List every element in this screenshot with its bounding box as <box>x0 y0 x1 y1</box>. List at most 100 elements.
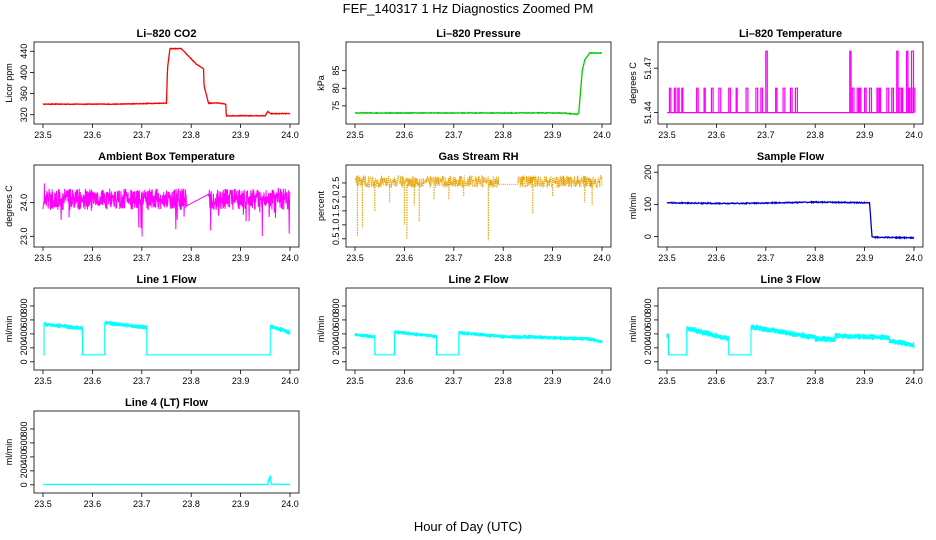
data-layer <box>42 474 291 486</box>
x-tick-label: 23.7 <box>133 130 151 140</box>
y-tick-label: 400 <box>19 449 29 464</box>
x-tick-label: 23.6 <box>84 253 102 263</box>
plot-frame <box>345 41 612 125</box>
x-tick-label: 23.7 <box>445 130 463 140</box>
x-tick-label: 23.5 <box>34 253 52 263</box>
series-line <box>666 324 915 356</box>
panel-rh: Gas Stream RH 23.5 23.6 23.7 23.8 23.9 24.0 0.5… <box>316 151 612 263</box>
plot-frame <box>657 164 924 248</box>
x-tick-label: 23.9 <box>232 130 250 140</box>
panel-title: Line 4 (LT) Flow <box>125 397 208 409</box>
data-layer <box>42 47 291 117</box>
series-line <box>354 174 603 189</box>
spike-mark <box>910 50 915 113</box>
x-tick-label: 23.8 <box>494 253 512 263</box>
y-tick-label: 600 <box>643 312 653 327</box>
x-tick-label: 23.8 <box>182 376 200 386</box>
spike-mark <box>878 87 882 113</box>
x-tick-label: 23.5 <box>658 376 676 386</box>
panel-title: Line 1 Flow <box>137 274 197 286</box>
plot-frame <box>345 287 612 371</box>
series-line <box>42 47 291 117</box>
spike-mark <box>891 87 895 113</box>
plot-frame <box>33 410 300 494</box>
panel-line4: Line 4 (LT) Flow 23.5 23.6 23.7 23.8 23.9 24.0… <box>4 397 300 509</box>
y-axis-label: degrees C <box>4 185 14 227</box>
x-tick-label: 24.0 <box>593 253 611 263</box>
y-tick-label: 51.47 <box>643 57 653 80</box>
x-tick-label: 23.9 <box>232 376 250 386</box>
y-axis-label: ml/min <box>628 316 638 343</box>
y-axis-label: degrees C <box>628 62 638 104</box>
spike-mark <box>703 87 706 113</box>
x-tick-label: 24.0 <box>905 376 923 386</box>
y-tick-label: 200 <box>643 165 653 180</box>
spike-mark <box>859 87 862 113</box>
x-tick-label: 23.6 <box>84 130 102 140</box>
spike-mark <box>896 50 899 113</box>
panel-pressure: Li–820 Pressure 23.5 23.6 23.7 23.8 23.9 24.0 7… <box>316 28 612 140</box>
data-layer <box>43 320 291 356</box>
panel-title: Ambient Box Temperature <box>98 151 235 163</box>
y-axis-label: kPa <box>316 75 326 91</box>
y-tick-label: 75 <box>331 101 341 111</box>
y-tick-label: 24.0 <box>19 194 29 212</box>
x-tick-label: 23.8 <box>182 130 200 140</box>
x-tick-label: 23.7 <box>133 499 151 509</box>
plot-frame <box>33 164 300 248</box>
x-tick-label: 23.8 <box>182 499 200 509</box>
data-layer <box>42 183 291 237</box>
series-line <box>42 474 291 486</box>
x-tick-label: 23.5 <box>346 376 364 386</box>
x-tick-label: 23.6 <box>84 376 102 386</box>
panel-title: Li–820 Pressure <box>436 28 520 40</box>
x-tick-label: 23.7 <box>445 253 463 263</box>
spike-mark <box>696 87 699 113</box>
data-layer <box>667 50 916 114</box>
x-tick-label: 23.5 <box>34 376 52 386</box>
y-tick-label: 400 <box>19 326 29 341</box>
x-tick-label: 23.7 <box>133 376 151 386</box>
x-tick-label: 23.7 <box>445 376 463 386</box>
x-tick-label: 24.0 <box>281 130 299 140</box>
x-tick-label: 23.5 <box>34 499 52 509</box>
plot-frame <box>33 287 300 371</box>
figure-title: FEF_140317 1 Hz Diagnostics Zoomed PM <box>343 1 594 16</box>
y-tick-label: 600 <box>331 312 341 327</box>
panel-line3: Line 3 Flow 23.5 23.6 23.7 23.8 23.9 24.0 0 2004… <box>628 274 924 386</box>
x-tick-label: 23.8 <box>182 253 200 263</box>
x-tick-label: 23.9 <box>856 253 874 263</box>
y-tick-label: 400 <box>643 326 653 341</box>
spike-mark <box>886 87 890 113</box>
y-tick-label: 0 <box>331 359 341 364</box>
y-tick-label: 0.5 <box>331 233 341 246</box>
x-tick-label: 24.0 <box>281 253 299 263</box>
spike-mark <box>794 87 798 113</box>
x-tick-label: 23.5 <box>346 253 364 263</box>
series-line <box>354 51 603 116</box>
y-tick-label: 440 <box>19 44 29 59</box>
y-tick-label: 2.0 <box>331 191 341 204</box>
y-tick-label: 400 <box>331 326 341 341</box>
x-tick-label: 23.7 <box>133 253 151 263</box>
x-tick-label: 23.9 <box>232 499 250 509</box>
panel-title: Gas Stream RH <box>438 151 518 163</box>
x-tick-label: 23.5 <box>346 130 364 140</box>
spike-mark <box>898 87 902 113</box>
data-layer <box>354 330 603 356</box>
y-tick-label: 360 <box>19 86 29 101</box>
plot-frame <box>657 41 924 125</box>
spike-mark <box>673 87 677 113</box>
x-tick-label: 23.9 <box>856 376 874 386</box>
y-tick-label: 2.5 <box>331 177 341 190</box>
x-tick-label: 24.0 <box>281 499 299 509</box>
x-tick-label: 24.0 <box>593 130 611 140</box>
spike-mark <box>868 87 873 113</box>
spike-mark <box>775 87 778 113</box>
series-line <box>354 330 603 356</box>
x-tick-label: 23.5 <box>658 130 676 140</box>
spike-mark <box>789 87 793 113</box>
y-axis-label: percent <box>316 190 326 221</box>
x-tick-label: 23.6 <box>396 376 414 386</box>
x-tick-label: 23.8 <box>806 376 824 386</box>
